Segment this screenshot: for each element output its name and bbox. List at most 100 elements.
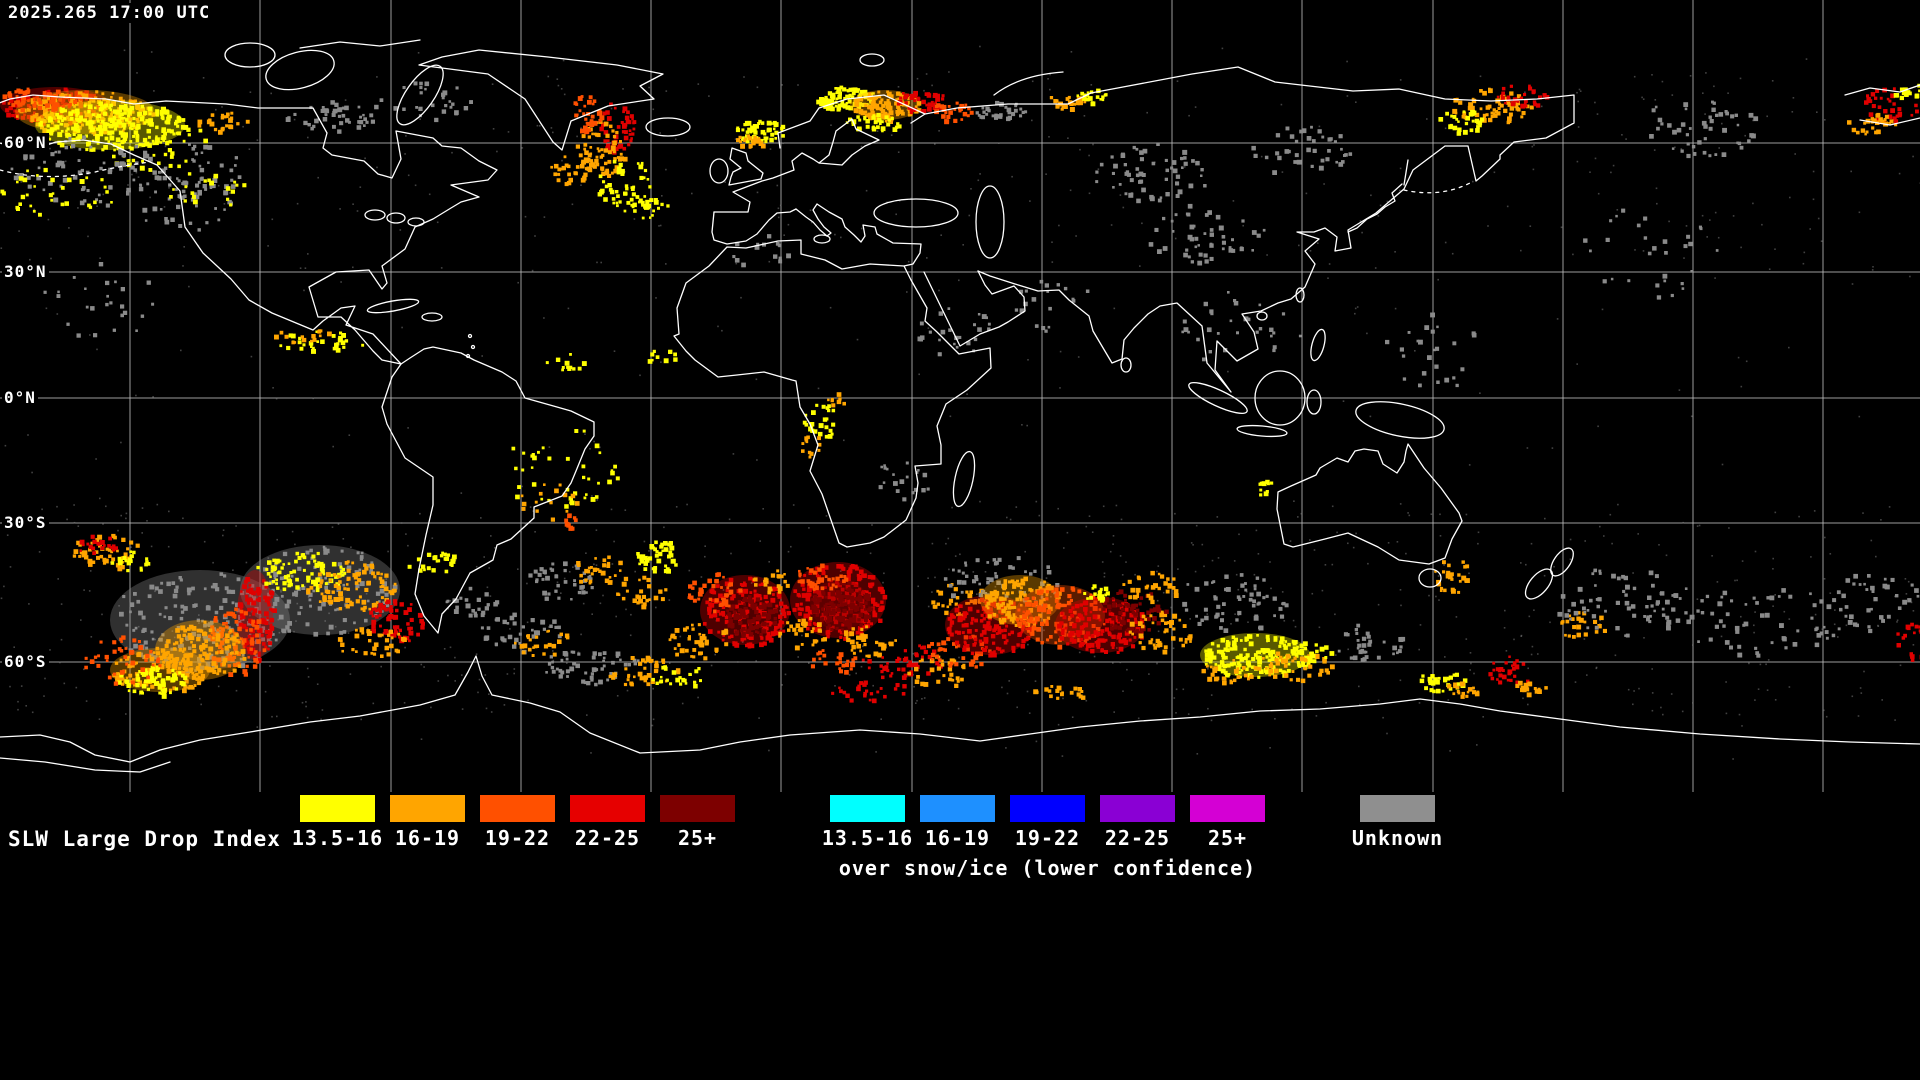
data-speckle [215,642,219,646]
data-speckle [623,135,629,141]
data-speckle [1209,243,1214,248]
data-speckle [1465,116,1470,121]
noise-pixel [1237,588,1240,591]
data-speckle [240,637,243,641]
data-speckle [71,126,75,131]
data-speckle [252,620,258,626]
data-speckle [191,686,195,690]
data-speckle [116,119,122,124]
data-speckle [1910,113,1914,117]
data-speckle [42,128,48,133]
data-speckle [83,104,87,108]
data-speckle [127,110,132,115]
data-speckle [23,156,28,161]
data-speckle [594,682,598,687]
data-speckle [565,182,568,185]
noise-pixel [264,690,267,693]
noise-pixel [405,135,407,137]
data-speckle [160,581,164,585]
data-speckle [553,163,559,169]
data-speckle [1004,105,1008,109]
data-speckle [343,571,347,575]
noise-pixel [1774,699,1777,701]
data-speckle [312,337,317,342]
data-speckle [200,645,206,650]
data-speckle [879,107,884,111]
data-speckle [1159,196,1163,199]
data-speckle [484,593,488,597]
noise-pixel [1062,697,1064,700]
data-speckle [1519,96,1524,100]
noise-pixel [830,124,832,126]
data-speckle [443,552,447,557]
data-speckle [420,564,426,569]
data-speckle [766,120,772,126]
data-speckle [278,614,284,620]
data-speckle [91,546,96,550]
noise-pixel [135,394,137,397]
data-speckle [751,136,755,140]
data-speckle [561,167,564,171]
data-speckle [237,626,242,632]
data-speckle [163,131,167,136]
data-speckle [635,195,640,199]
noise-pixel [1560,226,1563,229]
data-speckle [1680,149,1684,153]
data-speckle [152,170,157,175]
noise-pixel [150,545,153,548]
noise-pixel [958,656,960,659]
data-speckle [142,110,148,116]
data-speckle [270,569,274,573]
data-speckle [247,656,250,659]
noise-pixel [1771,80,1774,82]
noise-pixel [1738,713,1741,716]
data-speckle [119,161,125,166]
data-speckle [342,345,346,349]
data-speckle [543,483,546,486]
data-speckle [1067,95,1071,99]
data-speckle [341,113,346,118]
data-speckle [135,677,141,682]
data-speckle [613,168,617,173]
data-speckle [39,120,43,124]
data-speckle [209,667,215,673]
data-speckle [601,172,606,176]
data-speckle [183,194,187,198]
noise-pixel [768,260,771,263]
data-speckle [581,159,586,165]
data-speckle [1301,128,1307,134]
data-speckle [1870,92,1876,97]
data-speckle [260,618,265,623]
data-speckle [197,191,202,196]
noise-pixel [496,150,498,153]
noise-pixel [595,564,598,566]
data-speckle [547,592,551,596]
data-speckle [274,597,280,602]
data-speckle [105,547,109,551]
data-speckle [901,94,905,98]
data-speckle [1229,319,1233,323]
data-speckle [587,477,591,481]
noise-pixel [1616,209,1619,211]
data-speckle [1293,160,1298,164]
data-speckle [550,517,555,522]
noise-pixel [47,218,50,221]
noise-pixel [1139,265,1141,267]
data-speckle [620,121,624,125]
noise-pixel [1753,624,1755,627]
noise-pixel [1574,681,1577,683]
data-speckle [311,334,316,339]
data-speckle [622,124,627,129]
noise-pixel [1681,710,1684,713]
data-speckle [42,188,46,192]
noise-pixel [202,77,205,79]
data-speckle [225,655,231,661]
data-speckle [235,183,239,187]
data-speckle [363,605,367,610]
data-speckle [129,146,134,151]
data-speckle [227,626,231,630]
data-speckle [287,562,291,565]
data-speckle [1434,346,1440,351]
noise-pixel [1355,101,1357,103]
data-speckle [266,572,271,576]
